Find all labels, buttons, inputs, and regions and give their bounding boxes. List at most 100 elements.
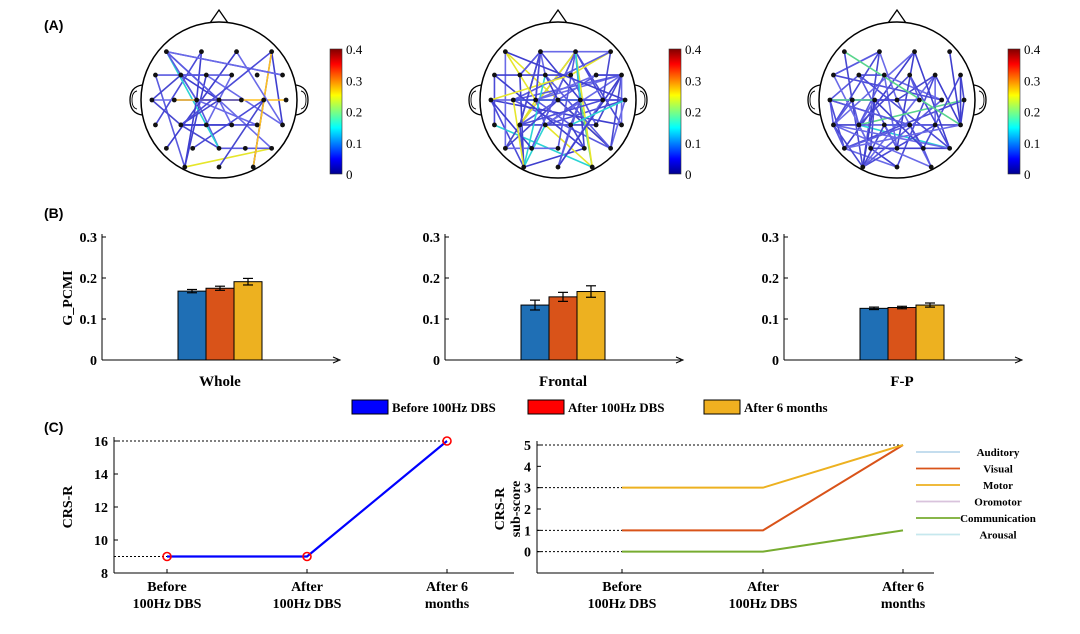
head-ear-right-inner bbox=[639, 90, 646, 110]
electrode-node bbox=[619, 122, 624, 128]
electrode-node bbox=[153, 72, 158, 78]
connectivity-edge bbox=[183, 147, 273, 168]
electrode-node bbox=[533, 97, 539, 103]
connectivity-edge bbox=[270, 50, 284, 126]
electrode-node bbox=[238, 97, 244, 103]
colorbar bbox=[1007, 48, 1021, 175]
electrode-node bbox=[216, 164, 222, 170]
electrode-node bbox=[542, 122, 548, 128]
connectivity-edge bbox=[151, 99, 182, 126]
x-axis-arrow bbox=[1014, 356, 1024, 364]
connectivity-edge bbox=[832, 124, 933, 168]
x-axis-arrow bbox=[332, 356, 342, 364]
colorbar-tick-label: 0 bbox=[346, 167, 353, 182]
electrode-node bbox=[961, 97, 967, 103]
electrode-node bbox=[577, 97, 583, 103]
bar bbox=[520, 304, 550, 361]
legend-label: Visual bbox=[983, 464, 1013, 476]
connectivity-edge bbox=[913, 50, 951, 150]
colorbar-tick-label: 0.3 bbox=[685, 73, 701, 88]
legend-label: Motor bbox=[983, 480, 1013, 492]
electrode-node bbox=[877, 49, 882, 55]
electrode-node bbox=[849, 97, 855, 103]
connectivity-edge bbox=[832, 50, 916, 126]
electrode-node bbox=[283, 97, 289, 103]
head-ear-right-inner bbox=[978, 90, 985, 110]
colorbar bbox=[668, 48, 682, 175]
electrode-node bbox=[894, 97, 900, 103]
electrode-node bbox=[958, 122, 963, 128]
connectivity-edge bbox=[544, 99, 626, 126]
y-tick-label: 0.2 bbox=[423, 272, 441, 287]
head-ear-right-inner bbox=[300, 90, 307, 110]
electrode-node bbox=[199, 49, 204, 55]
electrode-node bbox=[608, 145, 614, 151]
connectivity-edge bbox=[908, 124, 925, 150]
connectivity-edge bbox=[218, 99, 233, 126]
connectivity-edge bbox=[490, 99, 533, 150]
legend-label: After 100Hz DBS bbox=[568, 400, 665, 415]
connectivity-edge bbox=[252, 50, 273, 168]
electrode-node bbox=[593, 72, 599, 78]
electrode-node bbox=[555, 97, 561, 103]
electrode-node bbox=[153, 122, 158, 128]
electrode-node bbox=[841, 49, 847, 55]
x-tick-label: Before bbox=[602, 580, 641, 595]
head-ear-left bbox=[807, 84, 821, 116]
connectivity-edge bbox=[519, 50, 542, 76]
connectivity-edge bbox=[832, 50, 881, 76]
data-point bbox=[442, 436, 452, 446]
electrode-node bbox=[521, 164, 527, 170]
connectivity-edge bbox=[490, 99, 623, 126]
electrode-node bbox=[229, 72, 235, 78]
bar bbox=[205, 287, 235, 361]
electrode-node bbox=[269, 145, 275, 151]
connectivity-edge bbox=[183, 74, 208, 168]
electrode-node bbox=[916, 97, 922, 103]
connectivity-edge bbox=[493, 74, 586, 150]
connectivity-edge bbox=[544, 74, 612, 150]
electrode-node bbox=[194, 97, 200, 103]
electrode-node bbox=[907, 72, 913, 78]
electrode-node bbox=[831, 72, 836, 78]
x-tick-label: 100Hz DBS bbox=[273, 597, 342, 612]
connectivity-edge bbox=[908, 74, 951, 150]
connectivity-edge bbox=[539, 50, 547, 76]
connectivity-edge bbox=[832, 124, 846, 150]
connectivity-edge bbox=[878, 50, 898, 101]
electrode-node bbox=[254, 72, 260, 78]
connectivity-edge bbox=[493, 124, 594, 168]
head-ear-right bbox=[634, 84, 648, 116]
electrode-node bbox=[542, 72, 548, 78]
connectivity-edge bbox=[832, 74, 943, 101]
x-tick-label: 100Hz DBS bbox=[588, 597, 657, 612]
series-line bbox=[622, 529, 904, 553]
connectivity-edge bbox=[165, 50, 284, 76]
connectivity-edge bbox=[218, 99, 265, 168]
connectivity-edge bbox=[180, 124, 220, 150]
data-point bbox=[162, 551, 172, 562]
y-tick-label: 2 bbox=[524, 503, 531, 518]
connectivity-edge bbox=[180, 50, 273, 126]
colorbar-tick-label: 0 bbox=[685, 167, 692, 182]
y-axis-label: G_PCMI bbox=[61, 270, 76, 325]
electrode-node bbox=[234, 49, 239, 55]
electrode-node bbox=[555, 164, 561, 170]
crs-r-line-chart: 8 10 12 14 16 Before 100Hz DBS After 100Hz DBS Af… bbox=[61, 435, 514, 612]
y-tick-label: 0.1 bbox=[762, 313, 780, 328]
connectivity-edge bbox=[948, 50, 962, 126]
electrode-node bbox=[928, 164, 934, 170]
y-tick-label: 0.3 bbox=[762, 231, 780, 246]
electrode-node bbox=[894, 145, 900, 151]
x-tick-label: 100Hz DBS bbox=[133, 597, 202, 612]
electrode-node bbox=[568, 72, 574, 78]
electrode-node bbox=[841, 145, 847, 151]
y-axis-label: CRS-R bbox=[493, 487, 508, 531]
electrode-node bbox=[912, 49, 917, 55]
colorbar-tick-label: 0.1 bbox=[346, 136, 362, 151]
electrode-node bbox=[280, 122, 285, 128]
electrode-node bbox=[932, 72, 938, 78]
connectivity-edge bbox=[519, 50, 577, 126]
electrode-node bbox=[573, 49, 578, 55]
